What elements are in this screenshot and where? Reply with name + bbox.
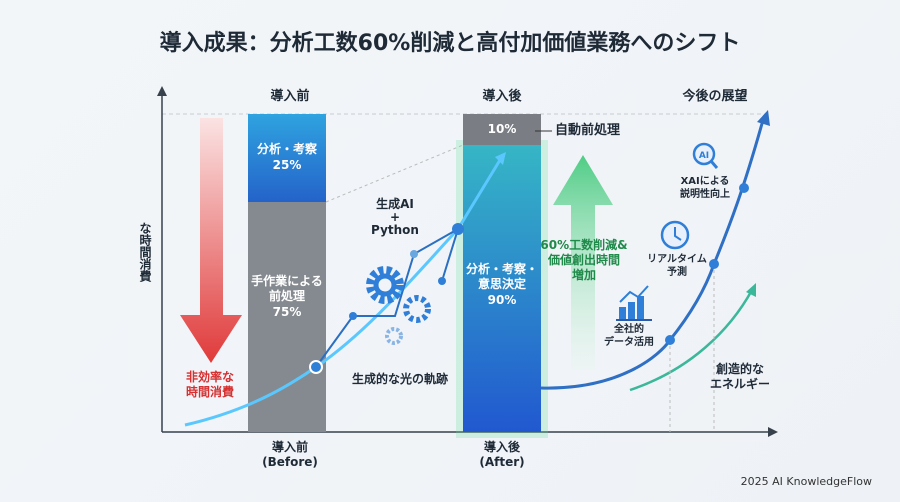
x-label-before: 導入前 (Before) (262, 440, 318, 469)
connector-line (325, 144, 464, 203)
ai-search-icon: AI (692, 142, 719, 169)
down-arrow-icon (180, 118, 242, 363)
creative-arrow-icon (746, 283, 756, 297)
milestone-node (739, 183, 749, 193)
after-analysis-bar (463, 145, 541, 432)
node (438, 277, 446, 285)
after-auto-label: 10% (487, 121, 517, 136)
after-analysis-label: 分析・考察・意思決定 90% (465, 261, 538, 307)
after-auto-bar (463, 114, 541, 145)
trail-arrow-icon (495, 152, 506, 165)
reduction-label: 60%工数削減& 価値創出時間 増加 (540, 238, 628, 282)
genai-label: 生成AI + Python (371, 197, 419, 238)
before-analysis-label: 分析・考察 25% (256, 142, 317, 172)
header-future: 今後の展望 (682, 89, 748, 104)
node (410, 250, 418, 258)
inefficient-label: 非効率な 時間消費 (185, 370, 234, 399)
milestone-xai: XAIによる 説明性向上 (680, 176, 730, 200)
future-arrow-icon (757, 110, 770, 126)
trail-label: 生成的な光の軌跡 (351, 372, 448, 386)
node (349, 312, 357, 320)
node (452, 223, 464, 235)
header-after: 導入後 (482, 89, 522, 104)
milestone-data: 全社的 データ活用 (604, 324, 654, 348)
future-curve (540, 119, 765, 390)
auto-callout: 自動前処理 (555, 123, 621, 138)
gear-icon (403, 295, 431, 323)
gear-icon (366, 266, 404, 304)
creative-label: 創造的な エネルギー (709, 362, 770, 391)
creative-curve (629, 289, 754, 392)
milestone-node (709, 259, 719, 269)
up-arrow-icon (553, 155, 613, 370)
network-path (315, 226, 460, 368)
node (309, 360, 323, 374)
before-manual-label: 手作業による前処理 75% (251, 273, 323, 319)
footer-credit: 2025 AI KnowledgeFlow (740, 475, 872, 488)
bar-chart-icon (616, 285, 652, 321)
page-title: 導入成果：分析工数60%削減と高付加価値業務へのシフト (159, 31, 741, 56)
milestone-node (665, 335, 675, 345)
header-before: 導入前 (270, 89, 310, 104)
milestone-realtime: リアルタイム 予測 (647, 254, 707, 278)
svg-text:AI: AI (699, 151, 709, 161)
clock-icon (660, 220, 690, 250)
gear-icon (385, 327, 403, 345)
before-manual-bar (248, 202, 326, 432)
y-axis-label: な時間消費 (138, 222, 152, 282)
before-analysis-bar (248, 114, 326, 202)
y-axis-arrow-icon (157, 86, 167, 96)
x-label-after: 導入後 (After) (479, 440, 525, 469)
x-axis-arrow-icon (768, 427, 778, 437)
